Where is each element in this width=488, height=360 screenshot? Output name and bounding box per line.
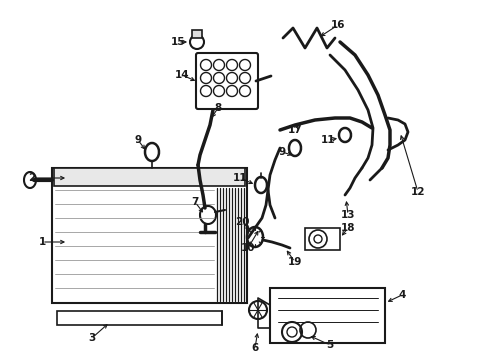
- Text: 20: 20: [234, 217, 249, 227]
- Bar: [52, 168, 246, 303]
- Text: 12: 12: [410, 187, 425, 197]
- Bar: [269, 288, 384, 343]
- Text: 3: 3: [88, 333, 96, 343]
- Text: 10: 10: [240, 243, 255, 253]
- Text: 9: 9: [278, 147, 285, 157]
- Bar: [305, 228, 339, 250]
- Text: 9: 9: [134, 135, 141, 145]
- Text: 5: 5: [325, 340, 333, 350]
- Text: 2: 2: [28, 173, 36, 183]
- Text: 15: 15: [170, 37, 185, 47]
- FancyBboxPatch shape: [196, 53, 258, 109]
- Text: 16: 16: [330, 20, 345, 30]
- Text: 17: 17: [287, 125, 302, 135]
- Text: 8: 8: [214, 103, 221, 113]
- Text: 1: 1: [38, 237, 45, 247]
- Text: 18: 18: [340, 223, 354, 233]
- Text: 11: 11: [232, 173, 247, 183]
- Text: 11: 11: [320, 135, 335, 145]
- Text: 7: 7: [191, 197, 198, 207]
- Text: 14: 14: [174, 70, 189, 80]
- Text: 13: 13: [340, 210, 354, 220]
- Text: 4: 4: [398, 290, 405, 300]
- Bar: [192, 30, 202, 38]
- Bar: [57, 311, 222, 325]
- Bar: [54, 168, 244, 186]
- Text: 6: 6: [251, 343, 258, 353]
- Text: 19: 19: [287, 257, 302, 267]
